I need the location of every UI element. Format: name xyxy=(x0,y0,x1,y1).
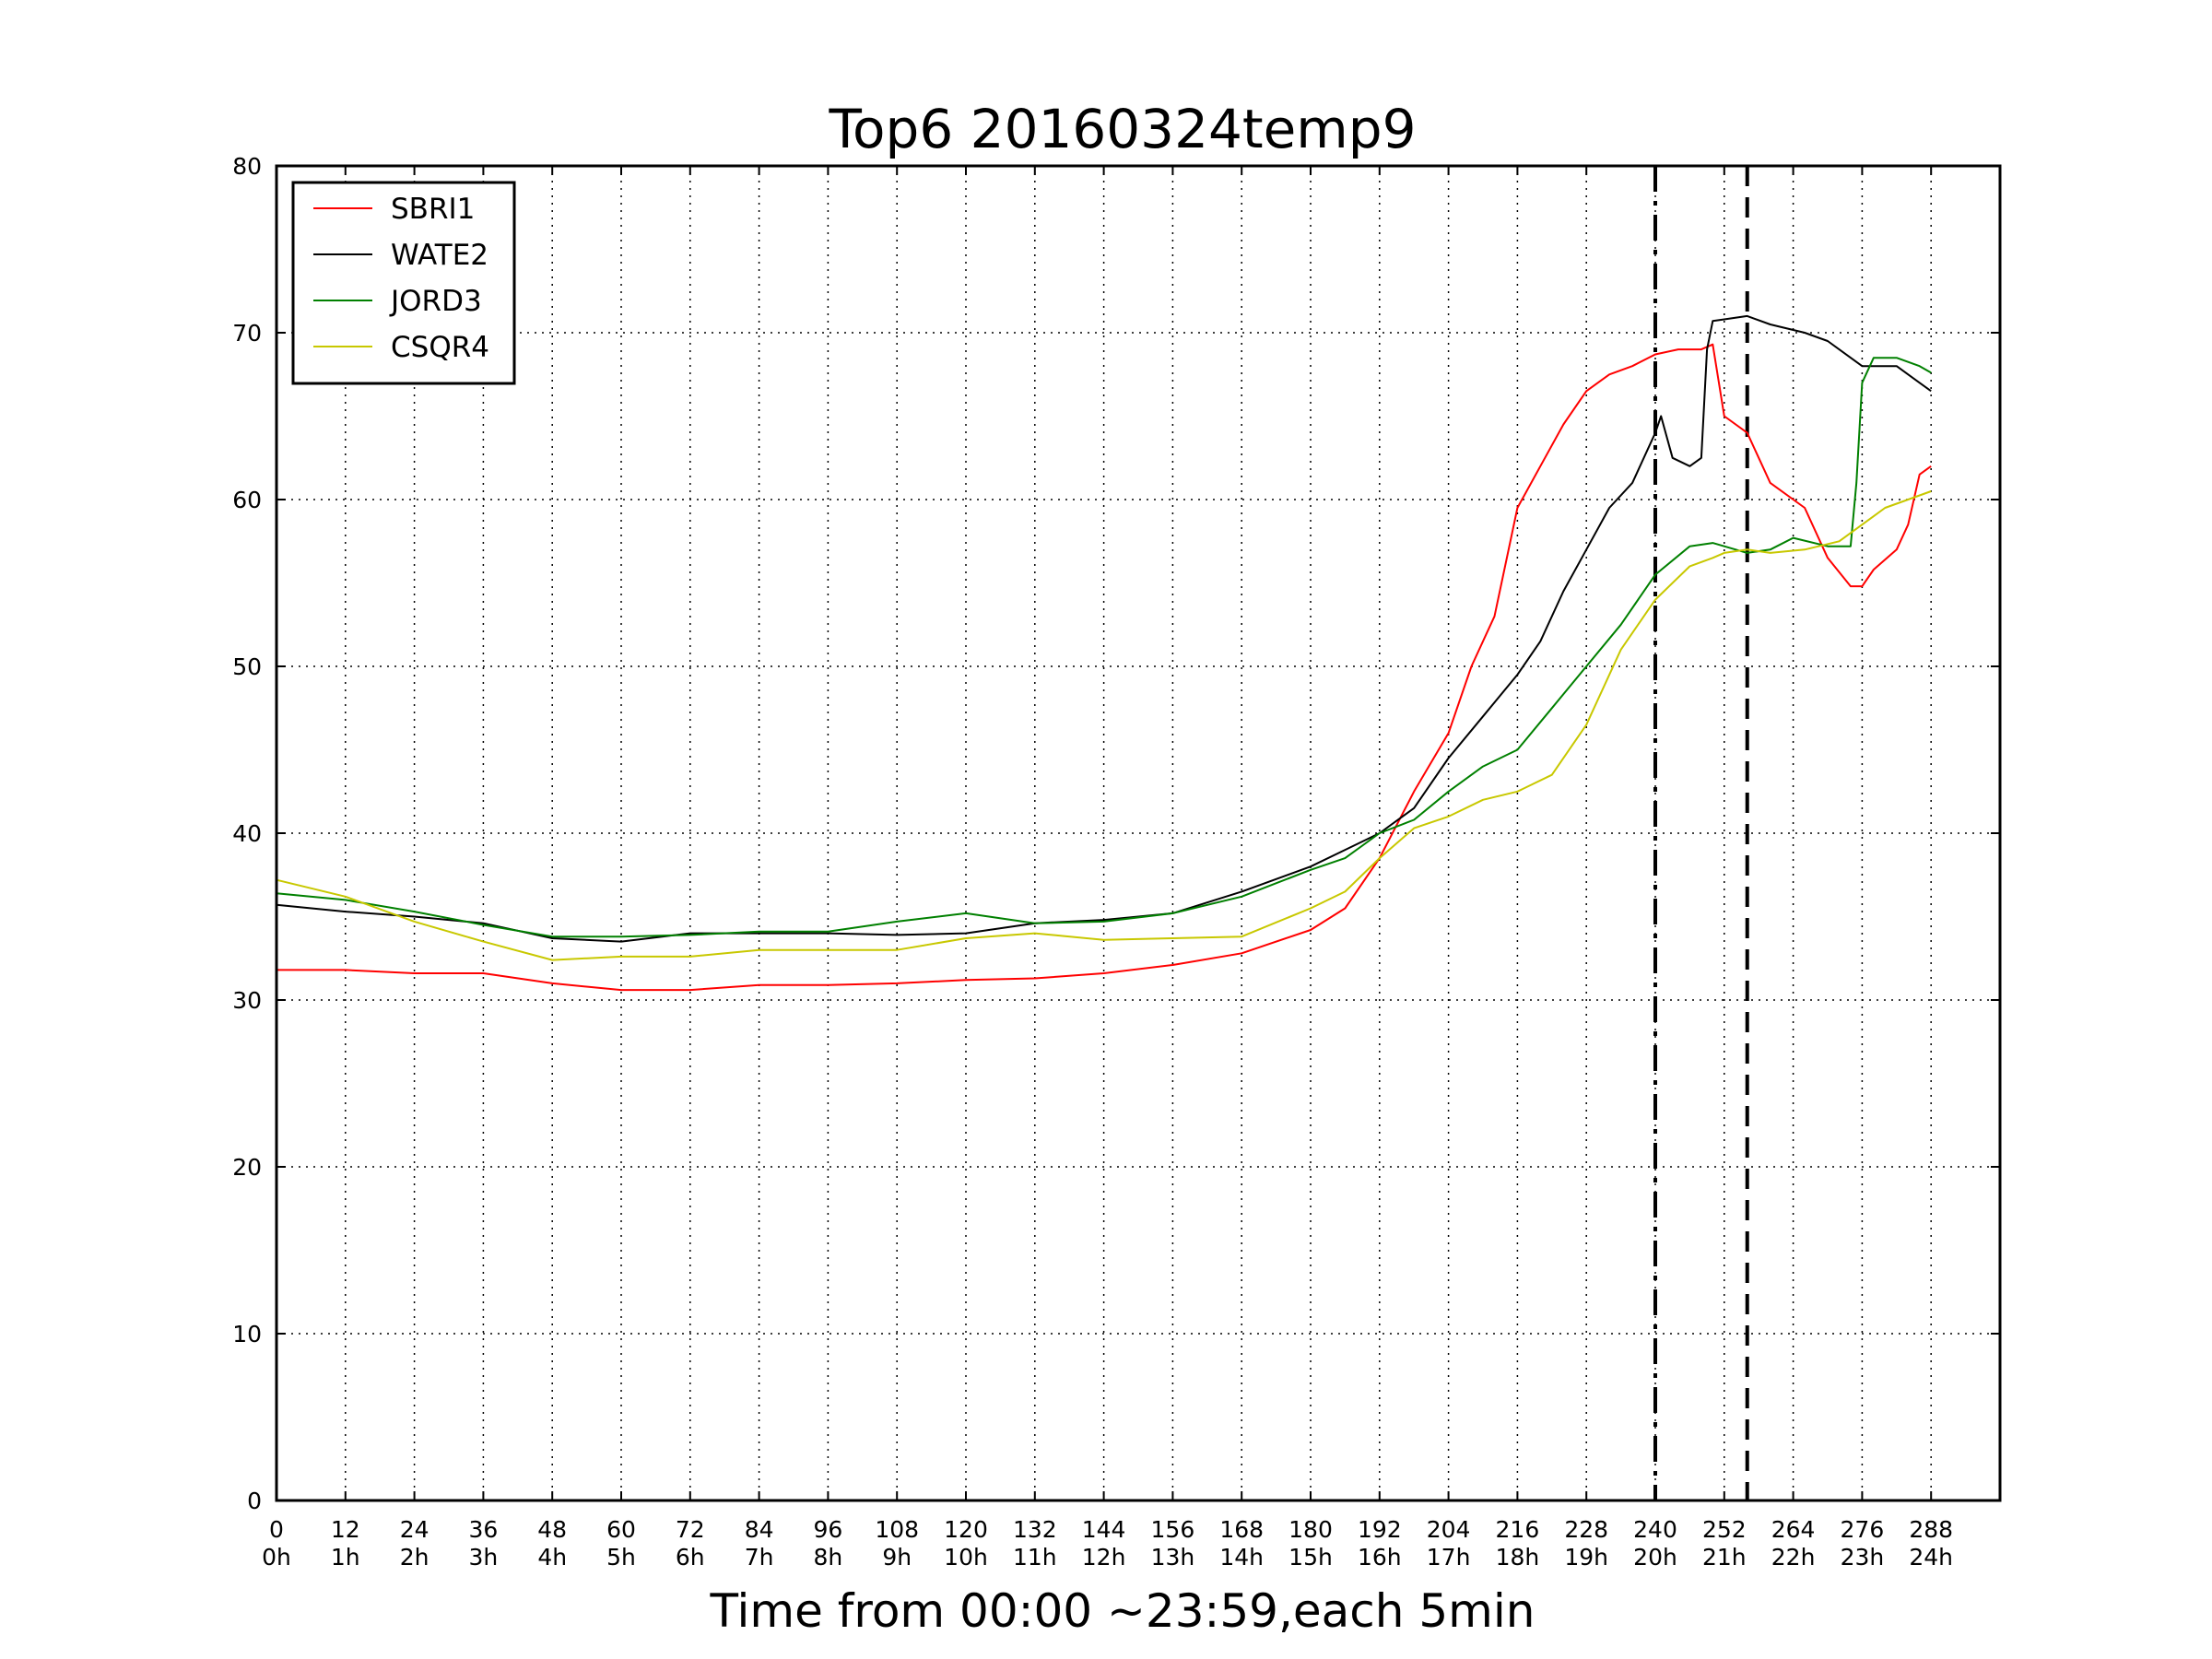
axes: 00h121h242h363h484h605h726h847h968h1089h… xyxy=(232,153,2000,1571)
x-tick-label: 12 xyxy=(331,1516,360,1543)
x-tick-sublabel: 5h xyxy=(606,1544,636,1571)
x-tick-sublabel: 14h xyxy=(1219,1544,1264,1571)
x-tick-label: 0 xyxy=(269,1516,284,1543)
x-tick-sublabel: 1h xyxy=(331,1544,360,1571)
x-tick-sublabel: 11h xyxy=(1013,1544,1057,1571)
x-tick-sublabel: 21h xyxy=(1702,1544,1747,1571)
x-tick-sublabel: 17h xyxy=(1427,1544,1471,1571)
y-tick-label: 60 xyxy=(232,487,262,513)
x-tick-sublabel: 19h xyxy=(1564,1544,1608,1571)
y-tick-label: 30 xyxy=(232,987,262,1014)
series-line-wate2 xyxy=(276,314,1932,943)
y-tick-label: 70 xyxy=(232,320,262,347)
vertical-markers xyxy=(1653,166,1749,1500)
x-tick-sublabel: 9h xyxy=(882,1544,912,1571)
x-tick-label: 108 xyxy=(875,1516,919,1543)
x-tick-label: 240 xyxy=(1633,1516,1677,1543)
legend-label: JORD3 xyxy=(389,285,482,318)
x-tick-sublabel: 3h xyxy=(469,1544,499,1571)
chart-title: Top6 20160324temp9 xyxy=(828,98,1416,160)
y-tick-label: 0 xyxy=(247,1488,262,1514)
legend-label: WATE2 xyxy=(391,239,488,272)
x-tick-sublabel: 24h xyxy=(1909,1544,1953,1571)
x-tick-sublabel: 4h xyxy=(537,1544,567,1571)
x-tick-sublabel: 23h xyxy=(1841,1544,1885,1571)
legend-label: CSQR4 xyxy=(391,331,489,364)
x-tick-sublabel: 20h xyxy=(1633,1544,1677,1571)
y-tick-label: 10 xyxy=(232,1321,262,1347)
legend: SBRI1 WATE2 JORD3 CSQR4 xyxy=(291,181,516,385)
x-tick-sublabel: 15h xyxy=(1288,1544,1333,1571)
series-line-csqr4 xyxy=(276,490,1932,961)
x-tick-sublabel: 13h xyxy=(1151,1544,1195,1571)
x-tick-label: 168 xyxy=(1219,1516,1264,1543)
x-tick-label: 156 xyxy=(1151,1516,1195,1543)
x-tick-label: 204 xyxy=(1427,1516,1471,1543)
x-tick-label: 144 xyxy=(1082,1516,1126,1543)
legend-box xyxy=(291,181,516,385)
x-tick-sublabel: 12h xyxy=(1082,1544,1126,1571)
x-tick-sublabel: 22h xyxy=(1771,1544,1816,1571)
series-line-sbri1 xyxy=(276,343,1932,992)
x-tick-label: 96 xyxy=(813,1516,842,1543)
x-tick-label: 84 xyxy=(745,1516,774,1543)
x-tick-label: 264 xyxy=(1771,1516,1816,1543)
x-tick-sublabel: 18h xyxy=(1496,1544,1540,1571)
x-tick-label: 120 xyxy=(944,1516,988,1543)
legend-label: SBRI1 xyxy=(391,193,475,226)
x-tick-label: 276 xyxy=(1841,1516,1885,1543)
series-lines xyxy=(276,314,1932,992)
y-tick-label: 50 xyxy=(232,653,262,680)
x-tick-sublabel: 16h xyxy=(1358,1544,1402,1571)
x-tick-label: 216 xyxy=(1496,1516,1540,1543)
y-tick-label: 80 xyxy=(232,153,262,180)
x-tick-sublabel: 6h xyxy=(676,1544,705,1571)
x-tick-sublabel: 7h xyxy=(745,1544,774,1571)
x-tick-label: 60 xyxy=(606,1516,636,1543)
x-tick-label: 192 xyxy=(1358,1516,1402,1543)
x-tick-sublabel: 0h xyxy=(262,1544,291,1571)
x-tick-label: 48 xyxy=(537,1516,567,1543)
x-tick-label: 132 xyxy=(1013,1516,1057,1543)
x-tick-label: 36 xyxy=(468,1516,498,1543)
x-tick-label: 24 xyxy=(400,1516,429,1543)
y-tick-label: 20 xyxy=(232,1154,262,1181)
x-tick-label: 228 xyxy=(1564,1516,1608,1543)
x-tick-label: 252 xyxy=(1702,1516,1747,1543)
y-tick-label: 40 xyxy=(232,820,262,847)
x-tick-label: 72 xyxy=(676,1516,705,1543)
x-tick-sublabel: 2h xyxy=(400,1544,429,1571)
x-axis-label: Time from 00:00 ~23:59,each 5min xyxy=(710,1584,1535,1638)
series-line-jord3 xyxy=(276,357,1932,938)
x-tick-sublabel: 8h xyxy=(814,1544,843,1571)
x-tick-label: 180 xyxy=(1288,1516,1333,1543)
x-tick-label: 288 xyxy=(1909,1516,1953,1543)
x-tick-sublabel: 10h xyxy=(944,1544,988,1571)
